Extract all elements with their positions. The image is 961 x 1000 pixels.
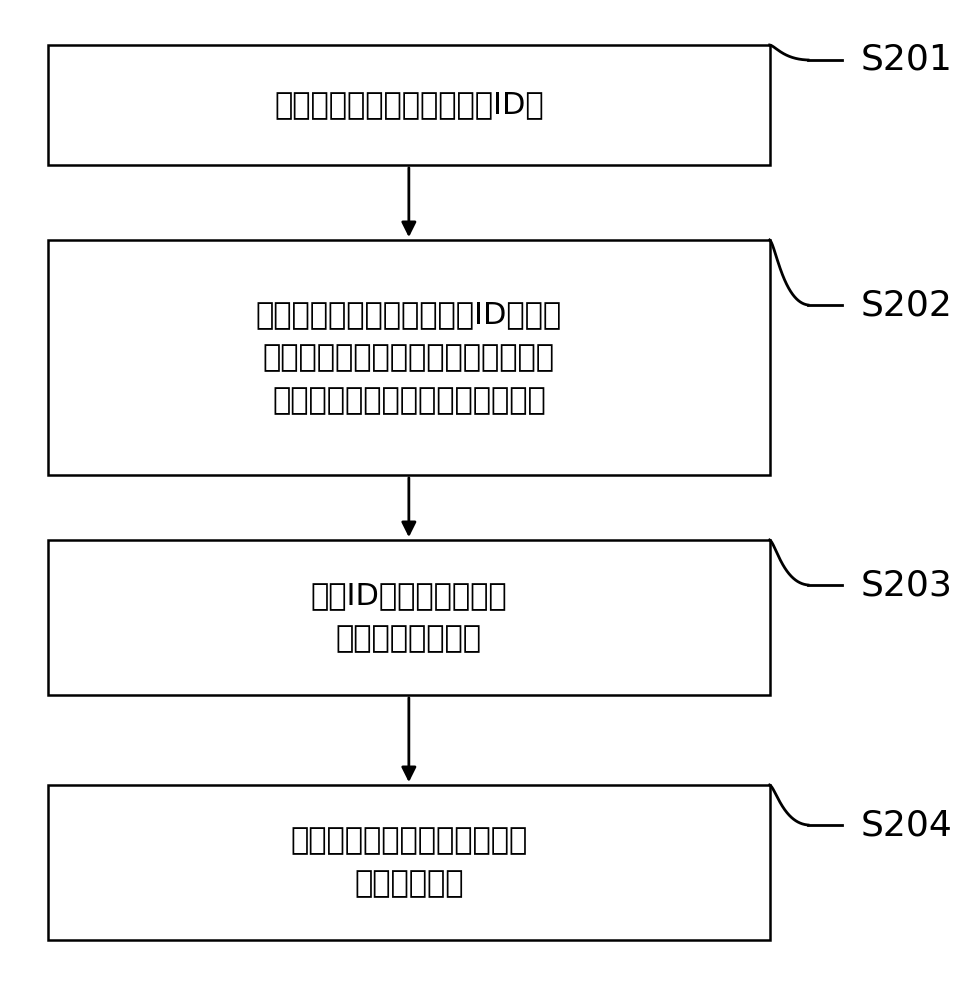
Bar [48,45,769,165]
Text: 根据ID码对若干片芯板
按照批次进行筛选: 根据ID码对若干片芯板 按照批次进行筛选 [310,582,506,653]
Bar [48,540,769,695]
Text: S204: S204 [860,808,952,842]
Text: 根据为每片芯板预先分配的ID码，生
成唯一的通孔排列式；按照通孔排列
式，在每片芯板的对应位置钻通孔: 根据为每片芯板预先分配的ID码，生 成唯一的通孔排列式；按照通孔排列 式，在每片… [256,300,561,415]
Text: S203: S203 [860,568,952,602]
Text: 预先为每片芯板分配唯一的ID码: 预先为每片芯板分配唯一的ID码 [274,91,543,119]
Bar [48,785,769,940]
Text: S202: S202 [860,288,952,322]
Bar [48,240,769,475]
Text: S201: S201 [860,43,952,77]
Text: 根据筛选结果，对若干片芯板
进行分类处理: 根据筛选结果，对若干片芯板 进行分类处理 [290,827,527,898]
